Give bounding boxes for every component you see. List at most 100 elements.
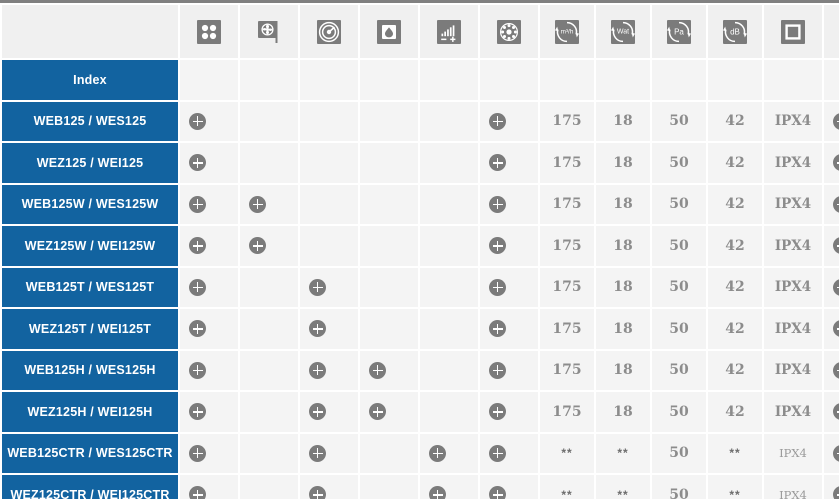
feature-cell-available[interactable]: [180, 433, 238, 473]
plus-circle-icon[interactable]: [429, 444, 446, 462]
feature-cell-available[interactable]: [300, 475, 358, 499]
feature-cell-available[interactable]: [180, 309, 238, 349]
row-model-label[interactable]: WEZ125CTR / WEI125CTR: [2, 475, 178, 499]
header-cell-four-dot-grid-icon[interactable]: [180, 5, 238, 58]
plus-circle-icon[interactable]: [489, 444, 506, 462]
feature-cell-available[interactable]: [480, 101, 538, 141]
row-model-label[interactable]: WEZ125T / WEI125T: [2, 309, 178, 349]
plus-circle-icon[interactable]: [833, 361, 839, 379]
feature-cell-available[interactable]: [420, 433, 478, 473]
plus-circle-icon[interactable]: [249, 237, 266, 255]
feature-cell-available[interactable]: [824, 350, 839, 390]
row-model-label[interactable]: WEB125T / WES125T: [2, 267, 178, 307]
feature-cell-available[interactable]: [480, 392, 538, 432]
feature-cell-available[interactable]: [180, 226, 238, 266]
header-cell-ip-rating-square-icon[interactable]: [764, 5, 822, 58]
plus-circle-icon[interactable]: [189, 361, 206, 379]
plus-circle-icon[interactable]: [189, 195, 206, 213]
header-cell-impeller-ring-icon[interactable]: [480, 5, 538, 58]
feature-cell-available[interactable]: [360, 350, 418, 390]
feature-cell-available[interactable]: [480, 143, 538, 183]
header-cell-timer-dial-icon[interactable]: [300, 5, 358, 58]
plus-circle-icon[interactable]: [833, 112, 839, 130]
feature-cell-available[interactable]: [824, 267, 839, 307]
row-model-label[interactable]: WEB125W / WES125W: [2, 184, 178, 224]
feature-cell-available[interactable]: [300, 392, 358, 432]
plus-circle-icon[interactable]: [489, 237, 506, 255]
plus-circle-icon[interactable]: [309, 320, 326, 338]
header-cell-pressure-pa-icon[interactable]: Pa: [652, 5, 706, 58]
plus-circle-icon[interactable]: [189, 403, 206, 421]
plus-circle-icon[interactable]: [489, 486, 506, 499]
feature-cell-available[interactable]: [824, 226, 839, 266]
feature-cell-available[interactable]: [300, 267, 358, 307]
plus-circle-icon[interactable]: [833, 195, 839, 213]
feature-cell-available[interactable]: [824, 433, 839, 473]
feature-cell-available[interactable]: [480, 433, 538, 473]
plus-circle-icon[interactable]: [489, 403, 506, 421]
row-model-label[interactable]: WEZ125W / WEI125W: [2, 226, 178, 266]
plus-circle-icon[interactable]: [369, 361, 386, 379]
feature-cell-available[interactable]: [300, 433, 358, 473]
plus-circle-icon[interactable]: [309, 486, 326, 499]
feature-cell-available[interactable]: [824, 475, 839, 499]
header-cell-power-watt-icon[interactable]: Wat: [596, 5, 650, 58]
feature-cell-available[interactable]: [480, 267, 538, 307]
feature-cell-available[interactable]: [240, 184, 298, 224]
feature-cell-available[interactable]: [480, 226, 538, 266]
feature-cell-available[interactable]: [300, 350, 358, 390]
feature-cell-available[interactable]: [480, 350, 538, 390]
feature-cell-available[interactable]: [420, 475, 478, 499]
plus-circle-icon[interactable]: [189, 320, 206, 338]
header-cell-install-insert-icon[interactable]: [824, 5, 839, 58]
row-model-label[interactable]: WEZ125H / WEI125H: [2, 392, 178, 432]
feature-cell-available[interactable]: [240, 226, 298, 266]
plus-circle-icon[interactable]: [309, 444, 326, 462]
plus-circle-icon[interactable]: [189, 278, 206, 296]
row-model-label[interactable]: WEB125H / WES125H: [2, 350, 178, 390]
plus-circle-icon[interactable]: [833, 403, 839, 421]
feature-cell-available[interactable]: [824, 184, 839, 224]
plus-circle-icon[interactable]: [309, 361, 326, 379]
plus-circle-icon[interactable]: [489, 278, 506, 296]
plus-circle-icon[interactable]: [489, 112, 506, 130]
plus-circle-icon[interactable]: [189, 486, 206, 499]
plus-circle-icon[interactable]: [249, 195, 266, 213]
feature-cell-available[interactable]: [480, 309, 538, 349]
plus-circle-icon[interactable]: [189, 154, 206, 172]
feature-cell-available[interactable]: [824, 101, 839, 141]
plus-circle-icon[interactable]: [189, 112, 206, 130]
feature-cell-available[interactable]: [180, 143, 238, 183]
feature-cell-available[interactable]: [180, 350, 238, 390]
plus-circle-icon[interactable]: [833, 237, 839, 255]
feature-cell-available[interactable]: [180, 184, 238, 224]
feature-cell-available[interactable]: [824, 143, 839, 183]
plus-circle-icon[interactable]: [429, 486, 446, 499]
plus-circle-icon[interactable]: [489, 154, 506, 172]
feature-cell-available[interactable]: [824, 309, 839, 349]
plus-circle-icon[interactable]: [833, 278, 839, 296]
header-cell-humidity-drop-icon[interactable]: [360, 5, 418, 58]
feature-cell-available[interactable]: [180, 101, 238, 141]
plus-circle-icon[interactable]: [833, 320, 839, 338]
feature-cell-available[interactable]: [300, 309, 358, 349]
plus-circle-icon[interactable]: [189, 237, 206, 255]
plus-circle-icon[interactable]: [189, 444, 206, 462]
feature-cell-available[interactable]: [480, 475, 538, 499]
row-model-label[interactable]: WEB125 / WES125: [2, 101, 178, 141]
plus-circle-icon[interactable]: [489, 320, 506, 338]
plus-circle-icon[interactable]: [489, 195, 506, 213]
plus-circle-icon[interactable]: [833, 154, 839, 172]
row-model-label[interactable]: WEZ125 / WEI125: [2, 143, 178, 183]
feature-cell-available[interactable]: [180, 267, 238, 307]
header-cell-noise-db-icon[interactable]: dB: [708, 5, 762, 58]
plus-circle-icon[interactable]: [309, 403, 326, 421]
plus-circle-icon[interactable]: [489, 361, 506, 379]
plus-circle-icon[interactable]: [309, 278, 326, 296]
header-cell-fan-on-pole-icon[interactable]: [240, 5, 298, 58]
feature-cell-available[interactable]: [360, 392, 418, 432]
feature-cell-available[interactable]: [824, 392, 839, 432]
row-model-label[interactable]: WEB125CTR / WES125CTR: [2, 433, 178, 473]
feature-cell-available[interactable]: [180, 475, 238, 499]
plus-circle-icon[interactable]: [833, 486, 839, 499]
